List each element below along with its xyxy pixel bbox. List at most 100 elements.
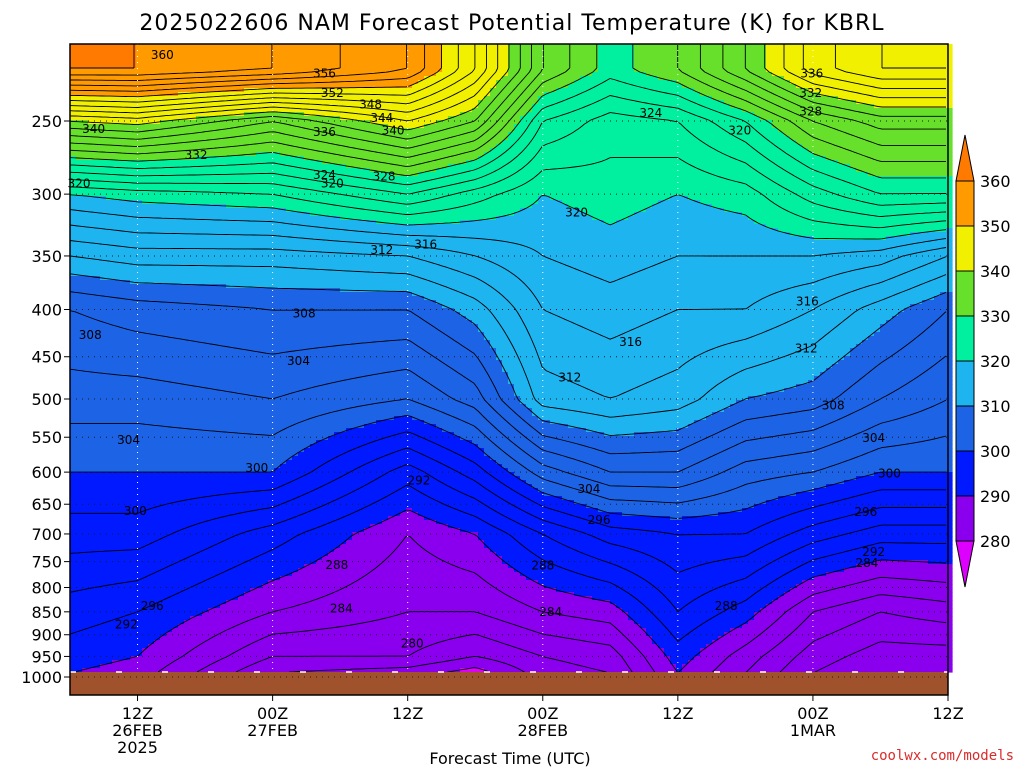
field-cell [244,268,251,273]
field-cell [226,268,233,273]
field-cell [106,480,113,485]
field-cell [82,204,89,209]
field-cell [148,280,155,285]
field-cell [190,380,197,385]
field-cell [214,176,221,181]
field-cell [136,388,143,393]
field-cell [142,644,149,649]
field-cell [184,416,191,421]
field-cell [250,80,257,85]
field-cell [142,148,149,153]
field-cell [220,176,227,181]
field-cell [232,472,239,477]
field-cell [160,432,167,437]
field-cell [238,604,245,609]
field-cell [178,664,185,669]
field-cell [112,352,119,357]
field-cell [220,292,227,297]
field-cell [82,196,89,201]
field-cell [256,344,263,349]
field-cell [178,480,185,485]
field-cell [184,660,191,665]
field-cell [70,324,77,329]
field-cell [214,592,221,597]
field-cell [190,520,197,525]
field-cell [220,320,227,325]
field-cell [130,556,137,561]
field-cell [232,440,239,445]
field-cell [238,520,245,525]
field-cell [112,648,119,653]
field-cell [88,48,95,53]
field-cell [220,80,227,85]
field-cell [184,548,191,553]
field-cell [160,480,167,485]
field-cell [184,288,191,293]
field-cell [238,484,245,489]
field-cell [244,344,251,349]
field-cell [172,488,179,493]
field-cell [196,380,203,385]
field-cell [184,52,191,57]
field-cell [196,664,203,669]
field-cell [88,288,95,293]
field-cell [106,112,113,117]
field-cell [178,488,185,493]
field-cell [220,580,227,585]
field-cell [238,516,245,521]
field-cell [178,184,185,189]
field-cell [166,144,173,149]
field-cell [112,572,119,577]
field-cell [184,396,191,401]
field-cell [106,436,113,441]
field-cell [208,48,215,53]
field-cell [76,528,83,533]
field-cell [118,604,125,609]
field-cell [106,332,113,337]
field-cell [184,364,191,369]
field-cell [106,396,113,401]
field-cell [250,444,257,449]
field-cell [136,668,143,673]
field-cell [202,240,209,245]
field-cell [136,372,143,377]
field-cell [148,68,155,73]
field-cell [166,516,173,521]
field-cell [148,196,155,201]
field-cell [88,300,95,305]
field-cell [160,276,167,281]
field-cell [130,404,137,409]
field-cell [232,444,239,449]
field-cell [76,412,83,417]
field-cell [178,136,185,141]
field-cell [256,440,263,445]
field-cell [142,140,149,145]
field-cell [190,324,197,329]
field-cell [196,508,203,513]
field-cell [202,64,209,69]
field-cell [226,300,233,305]
field-cell [112,320,119,325]
field-cell [88,628,95,633]
field-cell [124,660,131,665]
field-cell [118,476,125,481]
field-cell [76,576,83,581]
field-cell [196,568,203,573]
field-cell [208,288,215,293]
field-cell [106,528,113,533]
field-cell [154,272,161,277]
field-cell [196,236,203,241]
field-cell [184,48,191,53]
field-cell [220,372,227,377]
field-cell [142,184,149,189]
field-cell [124,288,131,293]
field-cell [202,244,209,249]
field-cell [100,200,107,205]
field-cell [238,444,245,449]
field-cell [88,412,95,417]
field-cell [250,380,257,385]
field-cell [124,368,131,373]
field-cell [214,652,221,657]
field-cell [220,364,227,369]
field-cell [130,600,137,605]
